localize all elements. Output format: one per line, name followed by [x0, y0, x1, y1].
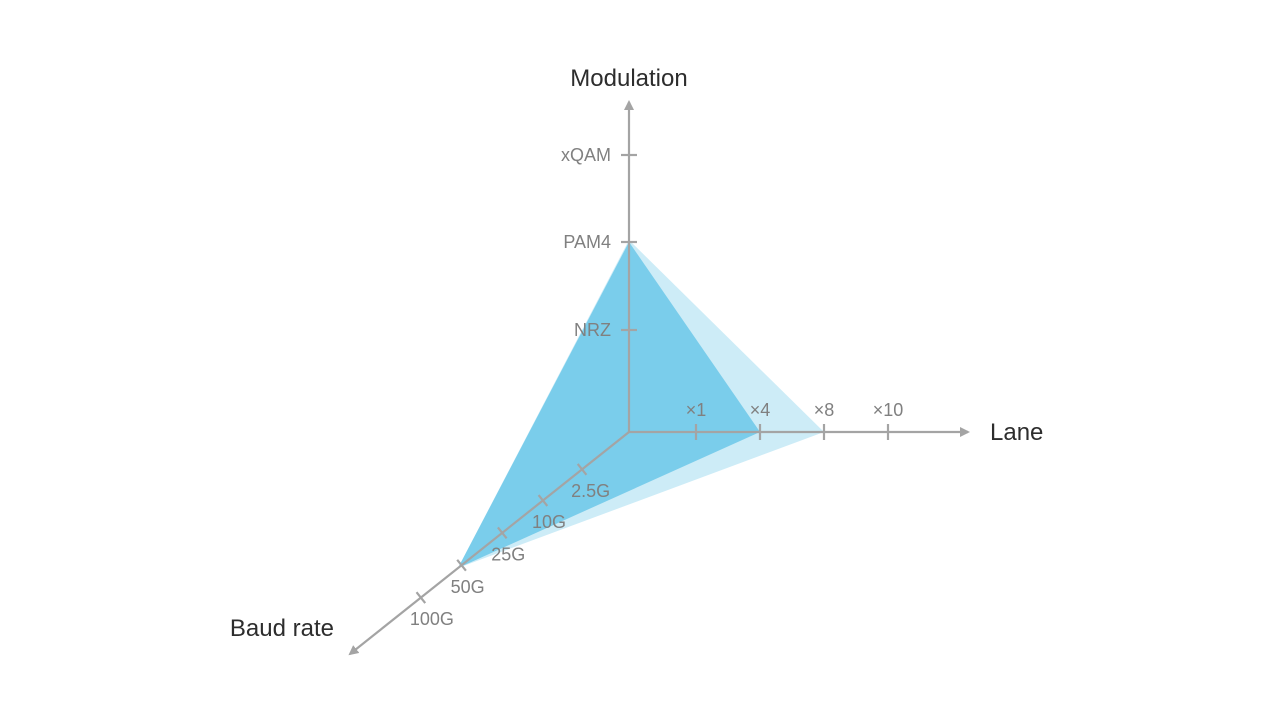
tick-label-baud: 50G: [451, 577, 485, 597]
tick-label-lane: ×8: [814, 400, 835, 420]
tick-label-modulation: PAM4: [563, 232, 611, 252]
tick-label-baud: 25G: [491, 544, 525, 564]
tick-label-lane: ×4: [750, 400, 771, 420]
tick-label-lane: ×10: [873, 400, 904, 420]
tick-label-baud: 100G: [410, 609, 454, 629]
tick-label-baud: 2.5G: [571, 481, 610, 501]
tick-label-modulation: NRZ: [574, 320, 611, 340]
tick-label-lane: ×1: [686, 400, 707, 420]
axis-title-lane: Lane: [990, 419, 1043, 446]
axis-title-baud: Baud rate: [230, 615, 334, 642]
tick-label-modulation: xQAM: [561, 145, 611, 165]
axis-title-modulation: Modulation: [570, 65, 687, 92]
tick-label-baud: 10G: [532, 512, 566, 532]
tri-axis-diagram: NRZPAM4xQAMModulation×1×4×8×10Lane2.5G10…: [0, 0, 1280, 718]
